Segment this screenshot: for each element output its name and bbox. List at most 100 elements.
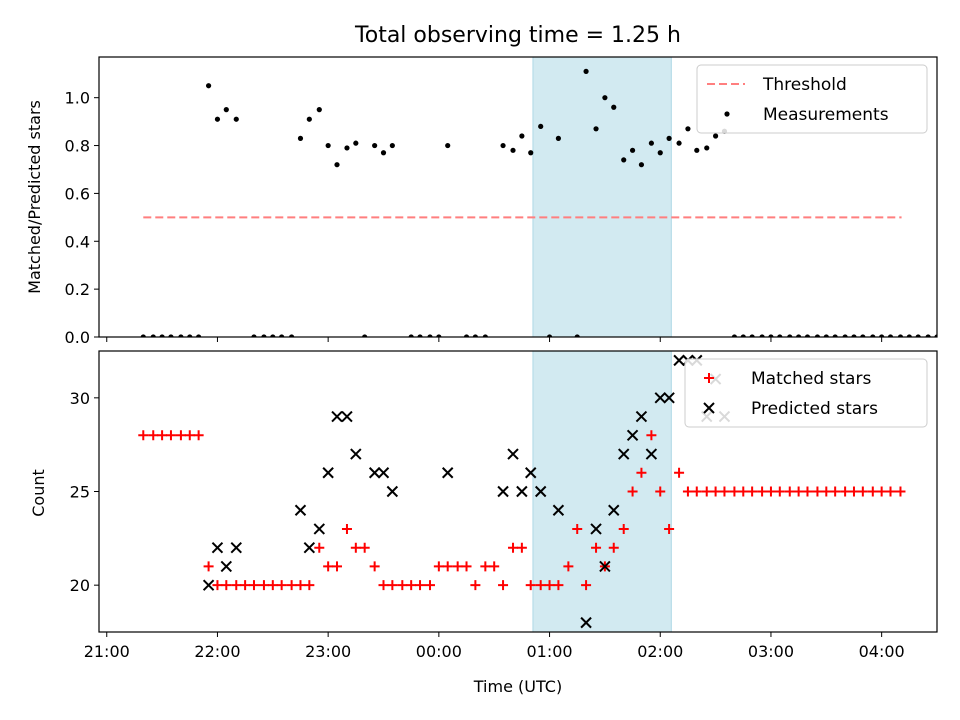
measurement-point xyxy=(445,142,451,149)
y-tick-label: 1.0 xyxy=(65,89,90,108)
measurement-point xyxy=(814,334,821,337)
measurement-point xyxy=(574,334,580,337)
matched-star-point xyxy=(895,486,906,497)
predicted-star-point xyxy=(507,448,519,460)
measurement-point xyxy=(593,126,599,132)
measurement-point xyxy=(832,334,838,337)
predicted-star-point xyxy=(220,560,233,573)
matched-star-point xyxy=(885,486,896,497)
matched-star-point xyxy=(553,580,564,591)
measurement-point xyxy=(602,95,608,101)
predicted-star-point xyxy=(590,523,602,535)
matched-star-point xyxy=(378,580,389,591)
predicted-star-point xyxy=(368,467,381,479)
measurement-point xyxy=(787,334,793,337)
matched-star-point xyxy=(738,486,749,497)
matched-star-point xyxy=(848,486,859,497)
measurement-point xyxy=(694,147,700,153)
measurement-point xyxy=(906,334,912,337)
measurement-point xyxy=(731,334,738,337)
measurement-point xyxy=(344,145,350,151)
matched-star-point xyxy=(138,430,149,441)
y-tick-label: 0.0 xyxy=(65,328,90,347)
matched-star-point xyxy=(212,580,223,591)
predicted-star-point xyxy=(673,354,685,367)
matched-star-point xyxy=(812,486,823,497)
measurement-point xyxy=(759,334,765,337)
measurement-point xyxy=(417,334,423,337)
measurement-point xyxy=(712,133,719,139)
measurement-point xyxy=(436,334,442,337)
legend-predicted-swatch xyxy=(703,402,715,414)
measurement-point xyxy=(159,334,165,337)
matched-star-point xyxy=(387,580,398,591)
matched-star-point xyxy=(203,561,214,572)
matched-star-point xyxy=(470,580,481,591)
measurement-point xyxy=(953,334,958,339)
legend-matched-swatch xyxy=(704,373,714,383)
predicted-star-point xyxy=(534,485,547,498)
bottom-panel: 20 25 30 21:00 22:00 23:00 00:00 01:00 02:00 03:0… xyxy=(70,350,938,661)
y-tick-label: 0.2 xyxy=(65,280,90,299)
x-tick-label: 03:00 xyxy=(748,642,794,661)
predicted-star-point xyxy=(626,429,639,442)
matched-star-point xyxy=(184,430,195,441)
measurement-point xyxy=(638,162,645,168)
observing-window-shade xyxy=(532,57,672,337)
measurement-point xyxy=(897,334,904,337)
matched-star-point xyxy=(627,486,638,497)
measurement-point xyxy=(500,142,506,149)
matched-star-point xyxy=(231,580,242,591)
measurement-point xyxy=(704,145,710,151)
measurement-point xyxy=(187,334,193,337)
measurement-point xyxy=(879,334,885,337)
measurement-point xyxy=(555,135,562,141)
measurement-point xyxy=(178,334,184,337)
y-tick-label: 0.8 xyxy=(65,137,90,156)
matched-star-point xyxy=(516,542,527,553)
matched-star-point xyxy=(719,486,730,497)
measurement-point xyxy=(777,334,783,337)
matched-star-point xyxy=(165,430,176,441)
matched-star-point xyxy=(821,486,832,497)
predicted-star-point xyxy=(377,467,390,479)
axes-frame xyxy=(98,56,938,338)
measurement-point xyxy=(325,142,331,149)
predicted-star-point xyxy=(618,448,630,460)
matched-star-point xyxy=(674,467,685,478)
matched-star-point xyxy=(784,486,795,497)
measurement-point xyxy=(796,334,802,337)
predicted-star-point xyxy=(645,448,658,460)
measurement-point xyxy=(372,142,378,149)
figure-title: Total observing time = 1.25 h xyxy=(354,23,681,48)
x-tick-label: 23:00 xyxy=(305,642,351,661)
measurement-point xyxy=(915,334,921,337)
x-tick-label: 01:00 xyxy=(526,642,572,661)
y-tick-label: 0.6 xyxy=(65,184,90,203)
measurement-point xyxy=(472,334,478,337)
matched-star-point xyxy=(747,486,758,497)
matched-star-point xyxy=(867,486,878,497)
legend-label: Matched stars xyxy=(751,369,871,389)
top-panel: 0.0 0.2 0.4 0.6 0.8 1.0 Threshold Measurements xyxy=(65,56,958,347)
matched-star-point xyxy=(525,580,536,591)
matched-star-point xyxy=(258,580,269,591)
measurement-point xyxy=(251,334,257,337)
measurement-point xyxy=(362,334,368,337)
matched-star-point xyxy=(480,561,491,572)
matched-star-point xyxy=(193,430,204,441)
measurement-point xyxy=(168,334,174,337)
predicted-star-point xyxy=(350,448,362,460)
matched-star-point xyxy=(424,580,435,591)
measurement-point xyxy=(279,334,285,337)
matched-star-point xyxy=(535,580,546,591)
measurement-point xyxy=(270,334,276,337)
matched-star-point xyxy=(793,486,804,497)
matched-star-point xyxy=(757,486,768,497)
predicted-star-point xyxy=(552,504,565,516)
matched-star-point xyxy=(286,580,297,591)
measurement-point xyxy=(150,334,156,337)
matched-star-point xyxy=(433,561,444,572)
measurement-point xyxy=(482,334,488,337)
